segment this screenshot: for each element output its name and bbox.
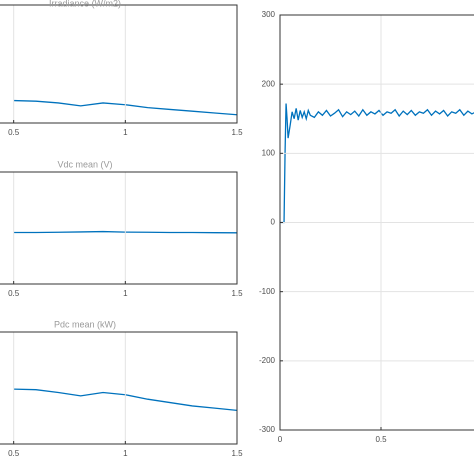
chart-title: Vdc mean (V) — [57, 159, 112, 169]
y-tick-label: 300 — [262, 10, 276, 19]
y-tick-label: 100 — [262, 148, 276, 157]
plot-area — [0, 332, 237, 444]
y-tick-label: -200 — [259, 356, 276, 365]
data-line — [280, 103, 474, 224]
axes-box — [0, 4, 238, 124]
axes-box — [0, 171, 238, 285]
axes-box — [0, 331, 238, 445]
axes-box — [279, 14, 474, 431]
x-tick-label: 1.5 — [231, 289, 243, 298]
y-tick-label: 200 — [262, 79, 276, 88]
y-tick-label: -100 — [259, 287, 276, 296]
x-tick-label: 1.5 — [231, 128, 243, 137]
y-tick-label: 0 — [271, 218, 276, 227]
x-tick-label: 1 — [123, 449, 128, 458]
chart-title: Irradiance (W/m2) — [49, 0, 121, 8]
y-tick-label: -300 — [259, 425, 276, 434]
x-tick-label: 0 — [278, 435, 283, 444]
x-tick-label: 0.5 — [8, 449, 20, 458]
chart-title: Pdc mean (kW) — [54, 319, 116, 329]
x-tick-label: 0.5 — [8, 289, 20, 298]
plot-area — [0, 172, 237, 284]
plot-group — [280, 103, 474, 224]
x-tick-label: 0.5 — [8, 128, 20, 137]
x-tick-label: 0.5 — [375, 435, 387, 444]
x-tick-label: 1.5 — [231, 449, 243, 458]
x-tick-label: 1 — [123, 289, 128, 298]
x-tick-label: 1 — [123, 128, 128, 137]
plot-area — [0, 5, 237, 123]
